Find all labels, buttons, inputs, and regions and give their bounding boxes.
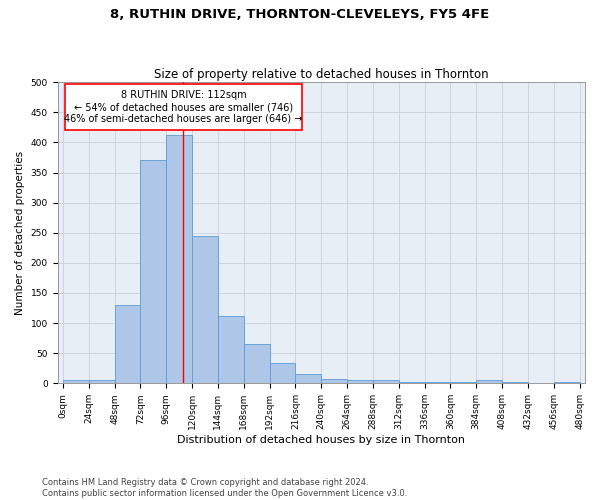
Bar <box>347 380 373 384</box>
Y-axis label: Number of detached properties: Number of detached properties <box>15 150 25 315</box>
X-axis label: Distribution of detached houses by size in Thornton: Distribution of detached houses by size … <box>177 435 465 445</box>
Bar <box>89 380 115 384</box>
Bar <box>321 378 347 384</box>
Text: 46% of semi-detached houses are larger (646) →: 46% of semi-detached houses are larger (… <box>64 114 302 124</box>
Text: 8, RUTHIN DRIVE, THORNTON-CLEVELEYS, FY5 4FE: 8, RUTHIN DRIVE, THORNTON-CLEVELEYS, FY5… <box>110 8 490 20</box>
Bar <box>554 382 580 384</box>
Bar <box>244 344 269 384</box>
Bar <box>502 382 528 384</box>
Bar <box>218 316 244 384</box>
Text: ← 54% of detached houses are smaller (746): ← 54% of detached houses are smaller (74… <box>74 102 293 112</box>
Bar <box>425 382 451 384</box>
Bar <box>476 380 502 384</box>
Bar <box>528 382 554 384</box>
Bar <box>295 374 321 384</box>
Bar <box>451 382 476 384</box>
Bar <box>166 135 192 384</box>
Text: 8 RUTHIN DRIVE: 112sqm: 8 RUTHIN DRIVE: 112sqm <box>121 90 246 100</box>
Bar <box>373 380 399 384</box>
Title: Size of property relative to detached houses in Thornton: Size of property relative to detached ho… <box>154 68 488 81</box>
Bar <box>192 236 218 384</box>
Text: Contains HM Land Registry data © Crown copyright and database right 2024.
Contai: Contains HM Land Registry data © Crown c… <box>42 478 407 498</box>
Bar <box>115 305 140 384</box>
Bar <box>269 364 295 384</box>
Bar <box>140 160 166 384</box>
Bar <box>63 380 89 384</box>
Bar <box>399 382 425 384</box>
FancyBboxPatch shape <box>65 84 302 130</box>
